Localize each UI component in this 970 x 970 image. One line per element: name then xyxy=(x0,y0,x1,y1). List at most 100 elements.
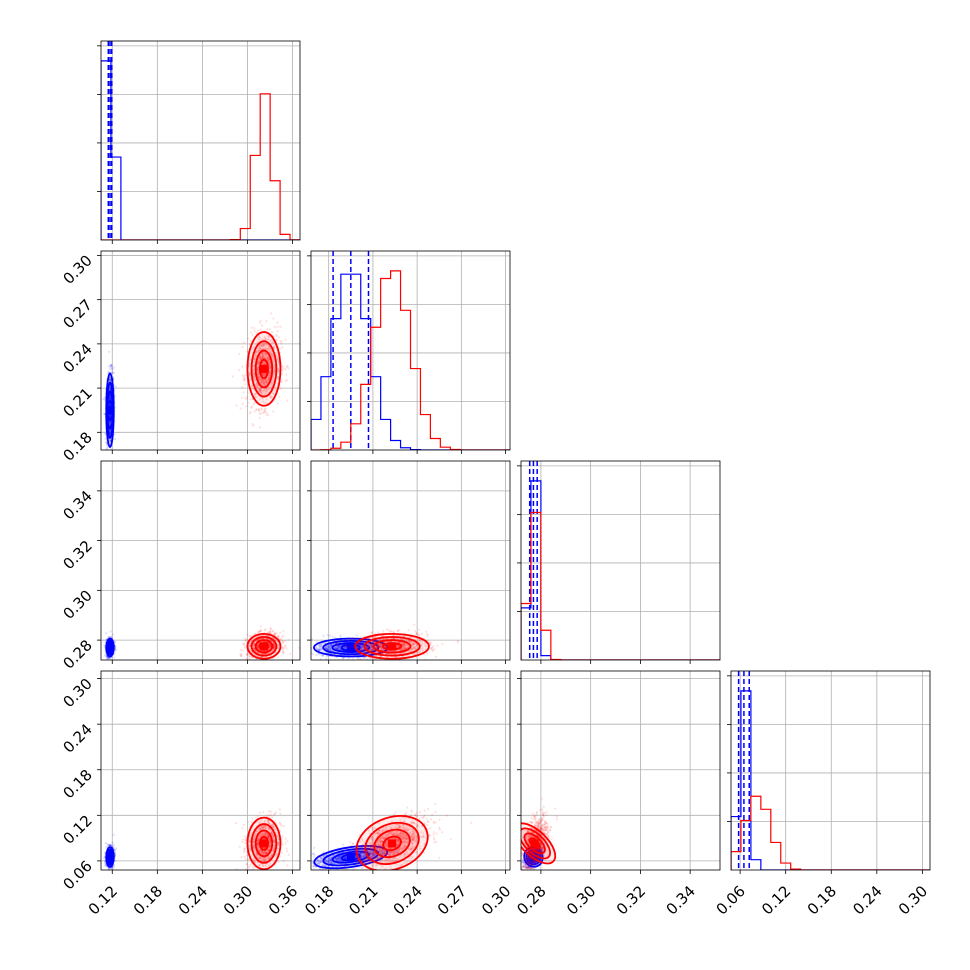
scatter-point xyxy=(255,351,258,354)
scatter-point xyxy=(257,372,260,376)
scatter-point xyxy=(109,363,112,366)
scatter-point xyxy=(282,647,286,650)
scatter-point xyxy=(242,649,245,652)
scatter-point xyxy=(238,368,241,372)
scatter-point xyxy=(239,648,242,652)
scatter-point xyxy=(253,372,256,376)
scatter-point xyxy=(252,403,255,406)
scatter-point xyxy=(113,656,116,659)
scatter-point xyxy=(266,338,270,341)
scatter-point xyxy=(284,338,287,341)
scatter-point xyxy=(253,374,256,378)
scatter-point xyxy=(248,412,252,415)
scatter-point xyxy=(259,426,262,429)
scatter-point xyxy=(263,384,267,387)
scatter-point xyxy=(272,410,275,413)
scatter-point xyxy=(263,389,266,392)
scatter-point xyxy=(255,408,258,412)
scatter-point xyxy=(303,651,305,653)
scatter-point xyxy=(258,416,261,420)
scatter-point xyxy=(349,650,352,653)
scatter-point xyxy=(263,373,266,376)
scatter-point xyxy=(259,347,263,351)
density-peak xyxy=(259,642,268,651)
scatter-point xyxy=(306,656,308,658)
y-tick-label: 0.21 xyxy=(59,384,95,420)
scatter-point xyxy=(261,354,264,357)
scatter-point xyxy=(248,373,251,376)
scatter-point xyxy=(109,379,112,382)
scatter-point xyxy=(109,420,112,423)
scatter-point xyxy=(264,336,267,339)
scatter-point xyxy=(258,336,262,339)
scatter-point xyxy=(268,372,271,376)
scatter-point xyxy=(253,378,256,381)
scatter-point xyxy=(248,373,251,377)
density-peak xyxy=(106,643,115,652)
scatter-point xyxy=(267,377,271,380)
scatter-point xyxy=(263,379,266,382)
scatter-point xyxy=(259,389,262,392)
scatter-point xyxy=(258,375,261,378)
scatter-point xyxy=(242,377,246,380)
scatter-point xyxy=(262,382,265,386)
scatter-point xyxy=(305,647,307,649)
scatter-point xyxy=(259,388,262,391)
scatter-point xyxy=(259,328,262,331)
scatter-point xyxy=(107,635,111,639)
scatter-point xyxy=(108,420,112,423)
scatter-point xyxy=(108,416,111,419)
scatter-point xyxy=(248,375,251,378)
scatter-point xyxy=(265,357,268,360)
scatter-point xyxy=(107,404,111,407)
scatter-point xyxy=(285,365,288,369)
scatter-point xyxy=(262,373,265,376)
scatter-point xyxy=(281,365,284,368)
scatter-point xyxy=(255,331,258,334)
scatter-point xyxy=(331,635,334,638)
scatter-point xyxy=(241,345,244,349)
scatter-point xyxy=(250,385,253,388)
scatter-point xyxy=(111,368,114,371)
scatter-point xyxy=(242,375,245,379)
scatter-point xyxy=(261,660,263,662)
scatter-point xyxy=(109,394,112,397)
scatter-point xyxy=(261,378,264,381)
scatter-point xyxy=(257,361,260,364)
scatter-point xyxy=(257,360,261,363)
scatter-point xyxy=(260,352,264,355)
scatter-point xyxy=(276,356,280,360)
scatter-point xyxy=(235,404,238,407)
scatter-point xyxy=(249,398,252,401)
scatter-point xyxy=(109,365,112,369)
scatter-point xyxy=(109,420,112,423)
scatter-point xyxy=(258,388,261,391)
scatter-point xyxy=(252,661,254,663)
y-tick-label: 0.27 xyxy=(59,296,95,332)
scatter-point xyxy=(109,403,112,407)
scatter-point xyxy=(262,347,265,351)
scatter-point xyxy=(266,379,269,382)
scatter-point xyxy=(319,654,322,657)
scatter-point xyxy=(109,396,112,399)
scatter-point xyxy=(347,657,350,660)
scatter-point xyxy=(257,361,260,365)
scatter-point xyxy=(263,356,266,360)
scatter-point xyxy=(265,353,268,356)
scatter-point xyxy=(106,450,108,452)
scatter-point xyxy=(267,414,270,417)
scatter-point xyxy=(262,351,265,354)
scatter-point xyxy=(261,345,265,348)
scatter-point xyxy=(105,655,108,658)
scatter-point xyxy=(109,397,112,400)
scatter-point xyxy=(255,408,258,411)
scatter-point xyxy=(441,643,444,646)
scatter-point xyxy=(256,350,259,353)
scatter-point xyxy=(110,363,113,367)
scatter-point xyxy=(242,642,245,646)
scatter-point xyxy=(286,364,289,368)
scatter-point xyxy=(109,431,112,434)
scatter-point xyxy=(264,390,267,393)
scatter-point xyxy=(273,367,276,371)
scatter-point xyxy=(257,362,260,365)
